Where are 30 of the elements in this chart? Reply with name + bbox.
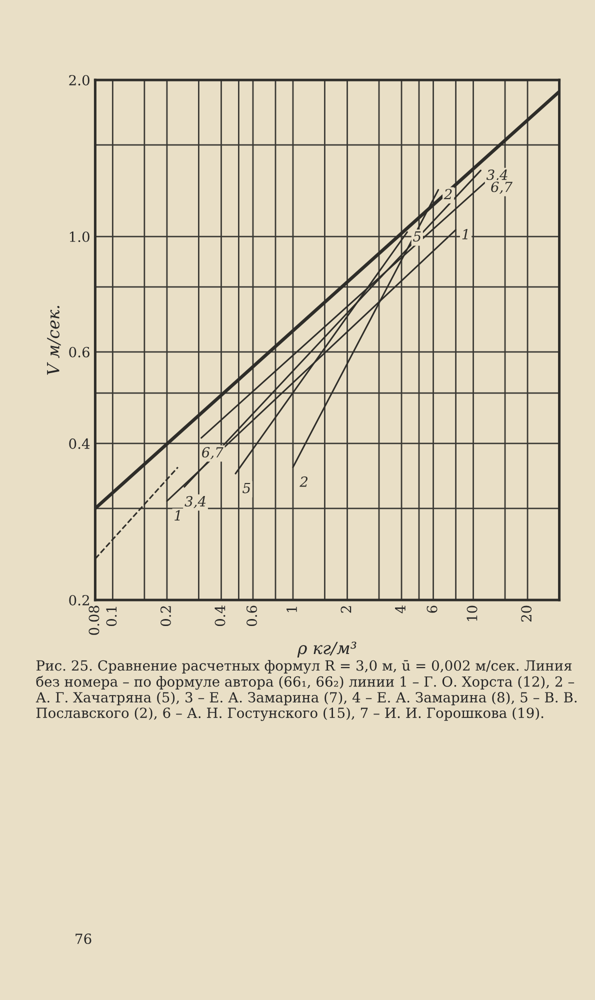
x-tick-label: 4 [395,606,406,614]
text: 6,7 [202,447,224,460]
x-tick-label: 0.2 [160,606,171,626]
x-tick-label: 1 [286,606,297,612]
text: 76 [76,934,92,944]
x-tick-label: 0.4 [214,606,226,626]
x-tick-label: 2 [340,606,352,613]
text: Рис. 25. Сравнение расчетных формул R = 3,0 м, ū = 0,002 м/сек. Линия без номера – по формуле автора (66₁, 66₂) линии 1 – Г. О. Хорста (12), 2 – А. Г. Хачатряна (5), 3 – Е. А. Замарина (7), 4 – Е. А. Замарина (8), 5 – В. В. Пославского (2), 6 – А. Н. Гостунского (15), 7 – И. И. Горошкова (19). [36,660,577,721]
x-tick-label: 6 [426,606,438,613]
x-tick-label: 0.6 [246,606,258,626]
y-tick-label: 0.2 [69,594,89,606]
series-label: 5 [413,231,421,242]
text: 1 [174,510,180,520]
y-axis-title: V м/сек. [47,306,61,375]
series-label: 3,4 [486,170,508,182]
x-tick-label: 0.1 [106,606,117,626]
text: 3,4 [184,496,206,508]
series-label: 1 [462,228,468,240]
text: 5 [242,482,250,494]
x-tick-label: 0.08 [88,606,100,635]
series-label: 6,7 [491,182,513,194]
text: 2 [300,476,308,487]
y-tick-label: 0.6 [69,346,90,358]
series-label: 2 [444,188,452,200]
x-tick-label: 10 [466,606,478,621]
x-tick-label: 20 [521,606,532,622]
y-tick-label: 2.0 [69,74,90,86]
y-tick-label: 0.4 [69,438,90,449]
x-axis-title: ρ кг/м³ [297,642,356,658]
y-tick-label: 1.0 [70,232,90,242]
